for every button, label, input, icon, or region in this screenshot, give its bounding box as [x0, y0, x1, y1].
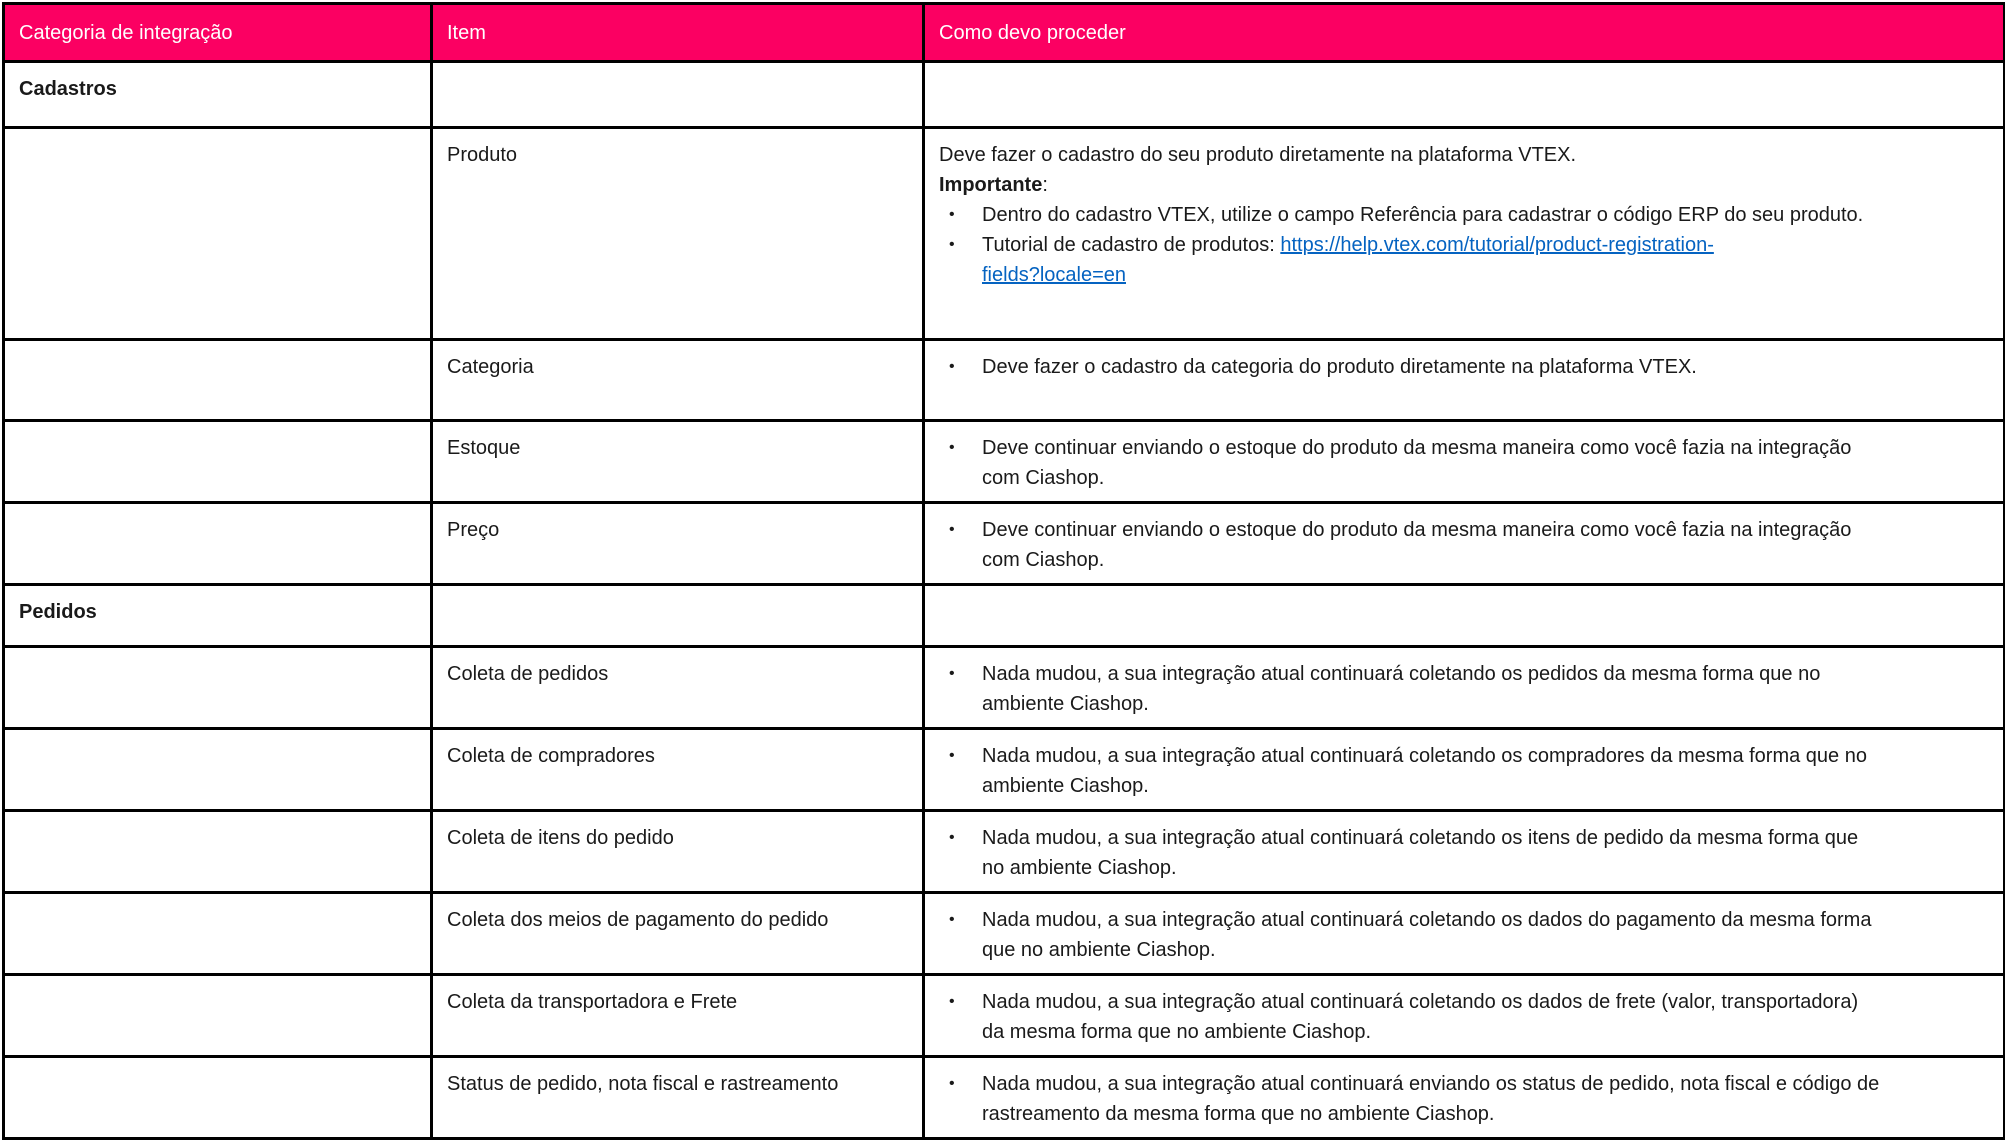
category-cell-empty [2, 809, 433, 894]
bullet-line: • Deve fazer o cadastro da categoria do … [939, 352, 1989, 382]
important-note: Importante: [939, 174, 1048, 196]
section-row-pedidos: Pedidos [2, 583, 2005, 648]
item-label: Coleta de pedidos [430, 645, 925, 730]
bullet-text: Nada mudou, a sua integração atual conti… [982, 827, 1859, 879]
item-label: Coleta dos meios de pagamento do pedido [430, 891, 925, 976]
category-cell-empty [2, 338, 433, 422]
item-label: Preço [430, 501, 925, 586]
bullet-text: Tutorial de cadastro de produtos: https:… [982, 234, 1714, 286]
bullet-line: • Nada mudou, a sua integração atual con… [939, 659, 1989, 719]
procedure-cell: • Deve continuar enviando o estoque do p… [922, 501, 2005, 586]
item-label: Categoria [430, 338, 925, 422]
section-label: Pedidos [2, 583, 433, 648]
bullet-icon: • [949, 521, 955, 538]
product-registration-tutorial-link[interactable]: https://help.vtex.com/tutorial/product-r… [982, 234, 1714, 286]
item-row-coleta-compradores: Coleta de compradores • Nada mudou, a su… [2, 727, 2005, 812]
procedure-cell: • Nada mudou, a sua integração atual con… [922, 973, 2005, 1058]
category-cell-empty [2, 501, 433, 586]
bullet-icon: • [949, 665, 955, 682]
bullet-icon: • [949, 911, 955, 928]
bullet-text: Nada mudou, a sua integração atual conti… [982, 991, 1859, 1043]
procedure-cell: • Nada mudou, a sua integração atual con… [922, 809, 2005, 894]
item-cell-empty [430, 583, 925, 648]
category-cell-empty [2, 645, 433, 730]
item-row-coleta-transportadora: Coleta da transportadora e Frete • Nada … [2, 973, 2005, 1058]
category-cell-empty [2, 419, 433, 504]
procedure-cell: • Deve continuar enviando o estoque do p… [922, 419, 2005, 504]
bullet-icon: • [949, 439, 955, 456]
bullet-text: Deve continuar enviando o estoque do pro… [982, 437, 1852, 489]
section-row-cadastros: Cadastros [2, 60, 2005, 129]
section-label: Cadastros [2, 60, 433, 129]
item-row-status-pedido: Status de pedido, nota fiscal e rastream… [2, 1055, 2005, 1140]
item-label: Status de pedido, nota fiscal e rastream… [430, 1055, 925, 1140]
header-cell-proceder: Como devo proceder [922, 2, 2005, 63]
bullet-line: • Nada mudou, a sua integração atual con… [939, 905, 1989, 965]
procedure-cell: • Deve fazer o cadastro da categoria do … [922, 338, 2005, 422]
item-row-produto: Produto Deve fazer o cadastro do seu pro… [2, 126, 2005, 341]
category-cell-empty [2, 727, 433, 812]
bullet-icon: • [949, 236, 955, 253]
bullet-line: • Tutorial de cadastro de produtos: http… [939, 230, 1989, 290]
bullet-icon: • [949, 747, 955, 764]
item-cell-empty [430, 60, 925, 129]
header-cell-item: Item [430, 2, 925, 63]
bullet-line: • Nada mudou, a sua integração atual con… [939, 741, 1989, 801]
bullet-icon: • [949, 1075, 955, 1092]
bullet-text: Deve continuar enviando o estoque do pro… [982, 519, 1852, 571]
bullet-text: Nada mudou, a sua integração atual conti… [982, 663, 1821, 715]
bullet-line: • Nada mudou, a sua integração atual con… [939, 987, 1989, 1047]
procedure-cell: • Nada mudou, a sua integração atual con… [922, 891, 2005, 976]
bullet-icon: • [949, 358, 955, 375]
item-label: Coleta da transportadora e Frete [430, 973, 925, 1058]
item-row-preco: Preço • Deve continuar enviando o estoqu… [2, 501, 2005, 586]
item-label: Coleta de itens do pedido [430, 809, 925, 894]
item-row-coleta-itens: Coleta de itens do pedido • Nada mudou, … [2, 809, 2005, 894]
bullet-line: • Deve continuar enviando o estoque do p… [939, 433, 1989, 493]
bullet-text: Deve fazer o cadastro da categoria do pr… [982, 356, 1697, 378]
header-cell-categoria: Categoria de integração [2, 2, 433, 63]
procedure-intro: Deve fazer o cadastro do seu produto dir… [939, 144, 1577, 166]
item-row-coleta-pedidos: Coleta de pedidos • Nada mudou, a sua in… [2, 645, 2005, 730]
procedure-cell: Deve fazer o cadastro do seu produto dir… [922, 126, 2005, 341]
bullet-text: Nada mudou, a sua integração atual conti… [982, 745, 1867, 797]
bullet-text: Dentro do cadastro VTEX, utilize o campo… [982, 204, 1864, 226]
item-row-categoria: Categoria • Deve fazer o cadastro da cat… [2, 338, 2005, 422]
procedure-cell: • Nada mudou, a sua integração atual con… [922, 645, 2005, 730]
category-cell-empty [2, 891, 433, 976]
bullet-line: • Dentro do cadastro VTEX, utilize o cam… [939, 200, 1989, 230]
header-row: Categoria de integração Item Como devo p… [2, 2, 2005, 63]
item-row-estoque: Estoque • Deve continuar enviando o esto… [2, 419, 2005, 504]
bullet-icon: • [949, 829, 955, 846]
bullet-icon: • [949, 993, 955, 1010]
procedure-cell: • Nada mudou, a sua integração atual con… [922, 1055, 2005, 1140]
item-label: Produto [430, 126, 925, 341]
procedure-cell-empty [922, 60, 2005, 129]
item-label: Coleta de compradores [430, 727, 925, 812]
bullet-line: • Nada mudou, a sua integração atual con… [939, 823, 1989, 883]
bullet-icon: • [949, 206, 955, 223]
bullet-line: • Deve continuar enviando o estoque do p… [939, 515, 1989, 575]
category-cell-empty [2, 973, 433, 1058]
bullet-text: Nada mudou, a sua integração atual conti… [982, 909, 1872, 961]
item-row-coleta-pagamento: Coleta dos meios de pagamento do pedido … [2, 891, 2005, 976]
procedure-cell-empty [922, 583, 2005, 648]
category-cell-empty [2, 126, 433, 341]
category-cell-empty [2, 1055, 433, 1140]
bullet-text: Nada mudou, a sua integração atual conti… [982, 1073, 1880, 1125]
bullet-line: • Nada mudou, a sua integração atual con… [939, 1069, 1989, 1129]
procedure-cell: • Nada mudou, a sua integração atual con… [922, 727, 2005, 812]
item-label: Estoque [430, 419, 925, 504]
